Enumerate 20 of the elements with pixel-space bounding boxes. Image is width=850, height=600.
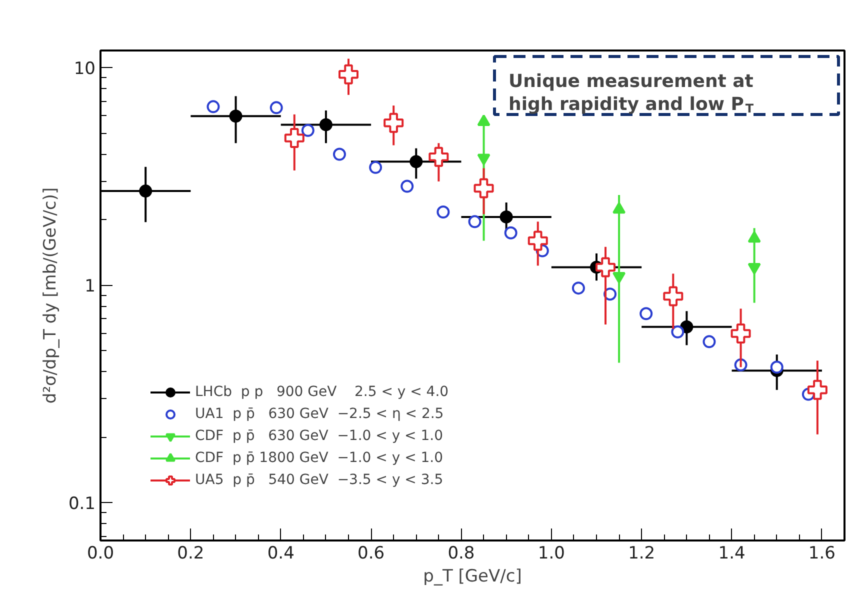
x-tick-label: 0.2 — [177, 544, 204, 564]
legend-label: UA5 p p̄ 540 GeV −3.5 < y < 3.5 — [195, 472, 444, 488]
legend-label: CDF p p̄ 630 GeV −1.0 < y < 1.0 — [195, 428, 444, 444]
x-tick-label: 0.0 — [86, 544, 114, 564]
x-tick-label: 1.0 — [538, 544, 565, 564]
y-tick-label: 1 — [84, 276, 96, 297]
x-tick-label: 1.4 — [718, 544, 746, 564]
legend-label: UA1 p p̄ 630 GeV −2.5 < η < 2.5 — [195, 406, 444, 422]
x-tick-label: 1.2 — [628, 544, 656, 564]
x-tick-label: 1.6 — [808, 544, 836, 564]
x-tick-label: 0.6 — [358, 544, 385, 564]
y-axis-title: d²σ/dp_T dy [mb/(GeV/c)] — [40, 187, 60, 404]
legend-label: CDF p p̄ 1800 GeV −1.0 < y < 1.0 — [195, 450, 444, 466]
y-tick-label: 10 — [74, 59, 96, 80]
x-axis-title: p_T [GeV/c] — [423, 566, 522, 586]
annotation: Unique measurement at high rapidity and low PT — [508, 71, 754, 116]
y-tick-label: 0.1 — [68, 494, 96, 514]
legend-label: LHCb p p 900 GeV 2.5 < y < 4.0 — [195, 384, 449, 400]
x-tick-label: 0.4 — [267, 544, 294, 564]
x-tick-label: 0.8 — [448, 544, 475, 564]
